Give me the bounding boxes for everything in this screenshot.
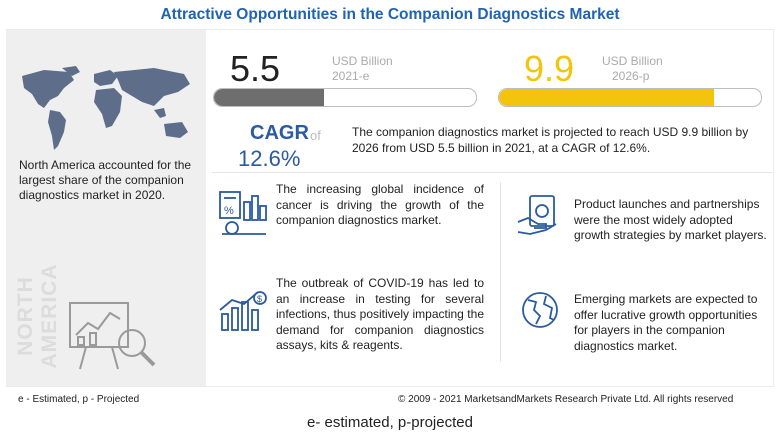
insight-emerging-markets: Emerging markets are expected to offer l… <box>574 292 758 353</box>
start-value-fill <box>214 89 325 106</box>
estimate-legend: e - Estimated, p - Projected <box>18 394 140 405</box>
end-year: 2026-p <box>612 69 650 83</box>
end-value-bar <box>498 88 762 107</box>
cancer-stats-icon: % <box>219 191 267 235</box>
infographic-title: Attractive Opportunities in the Companio… <box>160 6 620 23</box>
analysis-board-icon <box>69 302 156 370</box>
start-year: 2021-e <box>332 69 370 83</box>
world-map-icon <box>22 66 190 150</box>
caption: e- estimated, p-projected <box>307 414 473 431</box>
column-divider <box>500 182 501 362</box>
cagr-label: CAGR <box>250 122 309 144</box>
growth-chart-icon: $ <box>219 291 267 331</box>
end-value: 9.9 <box>524 48 575 89</box>
end-value-fill <box>499 89 714 106</box>
section-divider <box>212 172 772 173</box>
region-share-text: North America accounted for the largest … <box>19 158 192 202</box>
insight-growth-strategies: Product launches and partnerships were t… <box>574 197 767 242</box>
svg-text:$: $ <box>257 294 262 304</box>
start-value-bar <box>213 88 477 107</box>
start-unit: USD Billion <box>332 54 393 68</box>
cagr-value: 12.6% <box>238 146 301 171</box>
end-unit: USD Billion <box>602 54 663 68</box>
cagr-of: of <box>310 128 321 143</box>
market-summary: The companion diagnostics market is proj… <box>352 125 749 155</box>
insight-covid-testing: The outbreak of COVID-19 has led to an i… <box>276 276 484 352</box>
money-hand-icon <box>517 195 557 235</box>
copyright: © 2009 - 2021 MarketsandMarkets Research… <box>398 394 734 405</box>
start-value: 5.5 <box>230 48 281 89</box>
region-vertical-label: NORTH AMERICA <box>14 263 61 369</box>
insight-cancer-incidence: The increasing global incidence of cance… <box>276 182 484 227</box>
svg-text:%: % <box>224 205 234 217</box>
globe-icon <box>522 292 558 328</box>
